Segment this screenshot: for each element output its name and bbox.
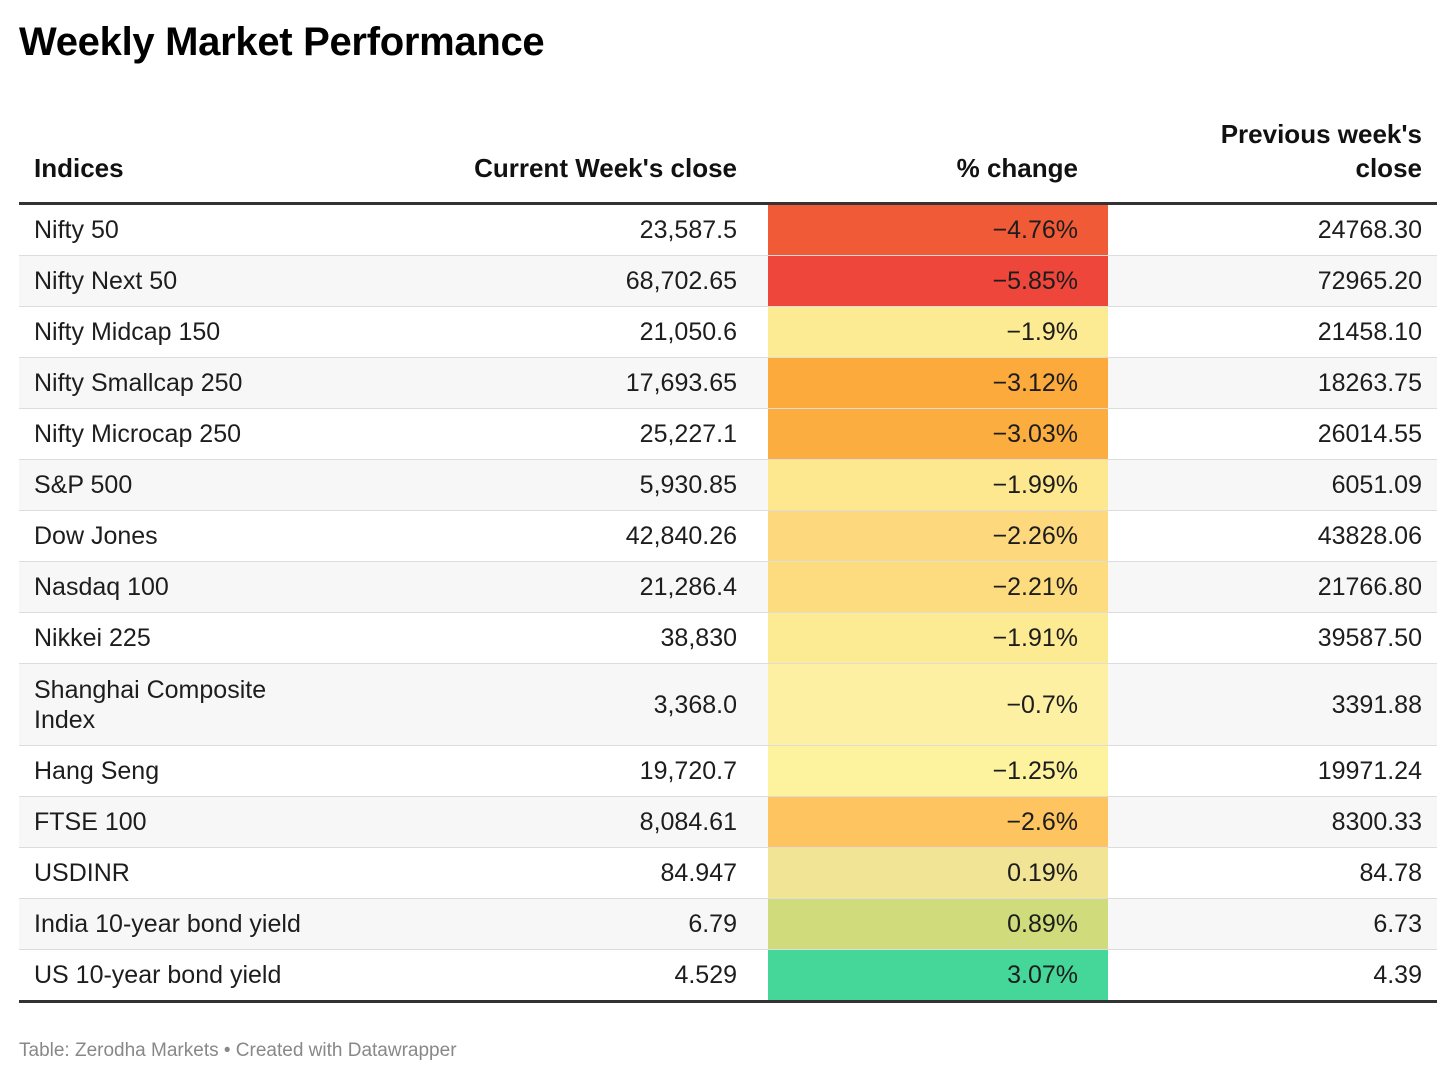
percent-change-cell: −1.99% — [768, 460, 1108, 510]
previous-close-cell: 21458.10 — [1317, 318, 1422, 346]
table-row: Nifty Next 50 68,702.65 −5.85% 72965.20 — [19, 256, 1437, 307]
previous-close-cell: 18263.75 — [1317, 369, 1422, 397]
table-row: US 10-year bond yield 4.529 3.07% 4.39 — [19, 950, 1437, 1000]
previous-close-cell: 6.73 — [1373, 910, 1422, 938]
table-row: Dow Jones 42,840.26 −2.26% 43828.06 — [19, 511, 1437, 562]
previous-close-cell: 72965.20 — [1317, 267, 1422, 295]
current-close-cell: 38,830 — [660, 624, 737, 652]
index-name-cell: Nifty 50 — [34, 216, 119, 244]
current-close-cell: 68,702.65 — [625, 267, 737, 295]
percent-change-cell: −3.03% — [768, 409, 1108, 459]
table-header: Indices Current Week's close % change Pr… — [19, 112, 1437, 205]
percent-change-cell: −1.91% — [768, 613, 1108, 663]
index-name-cell: Nifty Smallcap 250 — [34, 369, 243, 397]
index-name-cell: Nikkei 225 — [34, 624, 151, 652]
previous-close-cell: 3391.88 — [1331, 690, 1422, 719]
table-row: Nifty Microcap 250 25,227.1 −3.03% 26014.55 — [19, 409, 1437, 460]
table-row: Nikkei 225 38,830 −1.91% 39587.50 — [19, 613, 1437, 664]
chart-title: Weekly Market Performance — [19, 20, 545, 64]
index-name-cell: Nifty Microcap 250 — [34, 420, 242, 448]
percent-change-cell: 3.07% — [768, 950, 1108, 1000]
current-close-cell: 21,286.4 — [639, 573, 737, 601]
index-name-cell: Hang Seng — [34, 757, 160, 785]
percent-change-cell: 0.19% — [768, 848, 1108, 898]
table-row: Hang Seng 19,720.7 −1.25% 19971.24 — [19, 746, 1437, 797]
percent-change-cell: −1.25% — [768, 746, 1108, 796]
index-name-cell: FTSE 100 — [34, 808, 147, 836]
percent-change-cell: −2.6% — [768, 797, 1108, 847]
index-name-cell: S&P 500 — [34, 471, 133, 499]
current-close-cell: 5,930.85 — [639, 471, 737, 499]
table-row: USDINR 84.947 0.19% 84.78 — [19, 848, 1437, 899]
current-close-cell: 25,227.1 — [639, 420, 737, 448]
current-close-cell: 6.79 — [688, 910, 737, 938]
previous-close-cell: 84.78 — [1359, 859, 1422, 887]
index-name-cell: Nifty Next 50 — [34, 267, 178, 295]
percent-change-cell: −4.76% — [768, 205, 1108, 255]
percent-change-cell: −1.9% — [768, 307, 1108, 357]
index-name-cell: US 10-year bond yield — [34, 961, 282, 989]
index-name-cell: India 10-year bond yield — [34, 910, 301, 938]
previous-close-cell: 6051.09 — [1331, 471, 1422, 499]
current-close-cell: 84.947 — [660, 859, 737, 887]
column-header-indices[interactable]: Indices — [34, 153, 124, 183]
percent-change-cell: −0.7% — [768, 664, 1108, 745]
index-name-cell: Nasdaq 100 — [34, 573, 169, 601]
current-close-cell: 17,693.65 — [625, 369, 737, 397]
previous-close-cell: 4.39 — [1373, 961, 1422, 989]
column-header-current-close[interactable]: Current Week's close — [474, 153, 737, 183]
percent-change-cell: −2.26% — [768, 511, 1108, 561]
current-close-cell: 23,587.5 — [639, 216, 737, 244]
percent-change-cell: −3.12% — [768, 358, 1108, 408]
current-close-cell: 21,050.6 — [639, 318, 737, 346]
table-row: FTSE 100 8,084.61 −2.6% 8300.33 — [19, 797, 1437, 848]
previous-close-cell: 19971.24 — [1317, 757, 1422, 785]
current-close-cell: 4.529 — [674, 961, 737, 989]
table-row: Nasdaq 100 21,286.4 −2.21% 21766.80 — [19, 562, 1437, 613]
percent-change-cell: −5.85% — [768, 256, 1108, 306]
previous-close-cell: 26014.55 — [1317, 420, 1422, 448]
percent-change-cell: −2.21% — [768, 562, 1108, 612]
table-row: Nifty Smallcap 250 17,693.65 −3.12% 18263.7… — [19, 358, 1437, 409]
previous-close-cell: 39587.50 — [1317, 624, 1422, 652]
table-row: Nifty 50 23,587.5 −4.76% 24768.30 — [19, 205, 1437, 256]
index-name-cell: Dow Jones — [34, 522, 158, 550]
current-close-cell: 19,720.7 — [639, 757, 737, 785]
index-name-cell: USDINR — [34, 859, 130, 887]
table-body: Nifty 50 23,587.5 −4.76% 24768.30 Nifty Next… — [19, 205, 1437, 1003]
current-close-cell: 8,084.61 — [639, 808, 737, 836]
previous-close-cell: 21766.80 — [1317, 573, 1422, 601]
current-close-cell: 42,840.26 — [625, 522, 737, 550]
current-close-cell: 3,368.0 — [653, 690, 737, 719]
table-row: S&P 500 5,930.85 −1.99% 6051.09 — [19, 460, 1437, 511]
previous-close-cell: 43828.06 — [1317, 522, 1422, 550]
index-name-cell: Nifty Midcap 150 — [34, 318, 221, 346]
performance-table: Indices Current Week's close % change Pr… — [19, 112, 1437, 1003]
previous-close-cell: 24768.30 — [1317, 216, 1422, 244]
table-row: Nifty Midcap 150 21,050.6 −1.9% 21458.10 — [19, 307, 1437, 358]
index-name-cell: Shanghai Composite Index — [34, 675, 267, 734]
table-row: Shanghai Composite Index 3,368.0 −0.7% 3391… — [19, 664, 1437, 746]
percent-change-cell: 0.89% — [768, 899, 1108, 949]
column-header-percent-change[interactable]: % change — [956, 153, 1078, 183]
source-note: Table: Zerodha Markets • Created with Da… — [19, 1040, 457, 1061]
table-row: India 10-year bond yield 6.79 0.89% 6.73 — [19, 899, 1437, 950]
previous-close-cell: 8300.33 — [1331, 808, 1422, 836]
column-header-previous-close[interactable]: Previous week's close — [1220, 119, 1422, 183]
